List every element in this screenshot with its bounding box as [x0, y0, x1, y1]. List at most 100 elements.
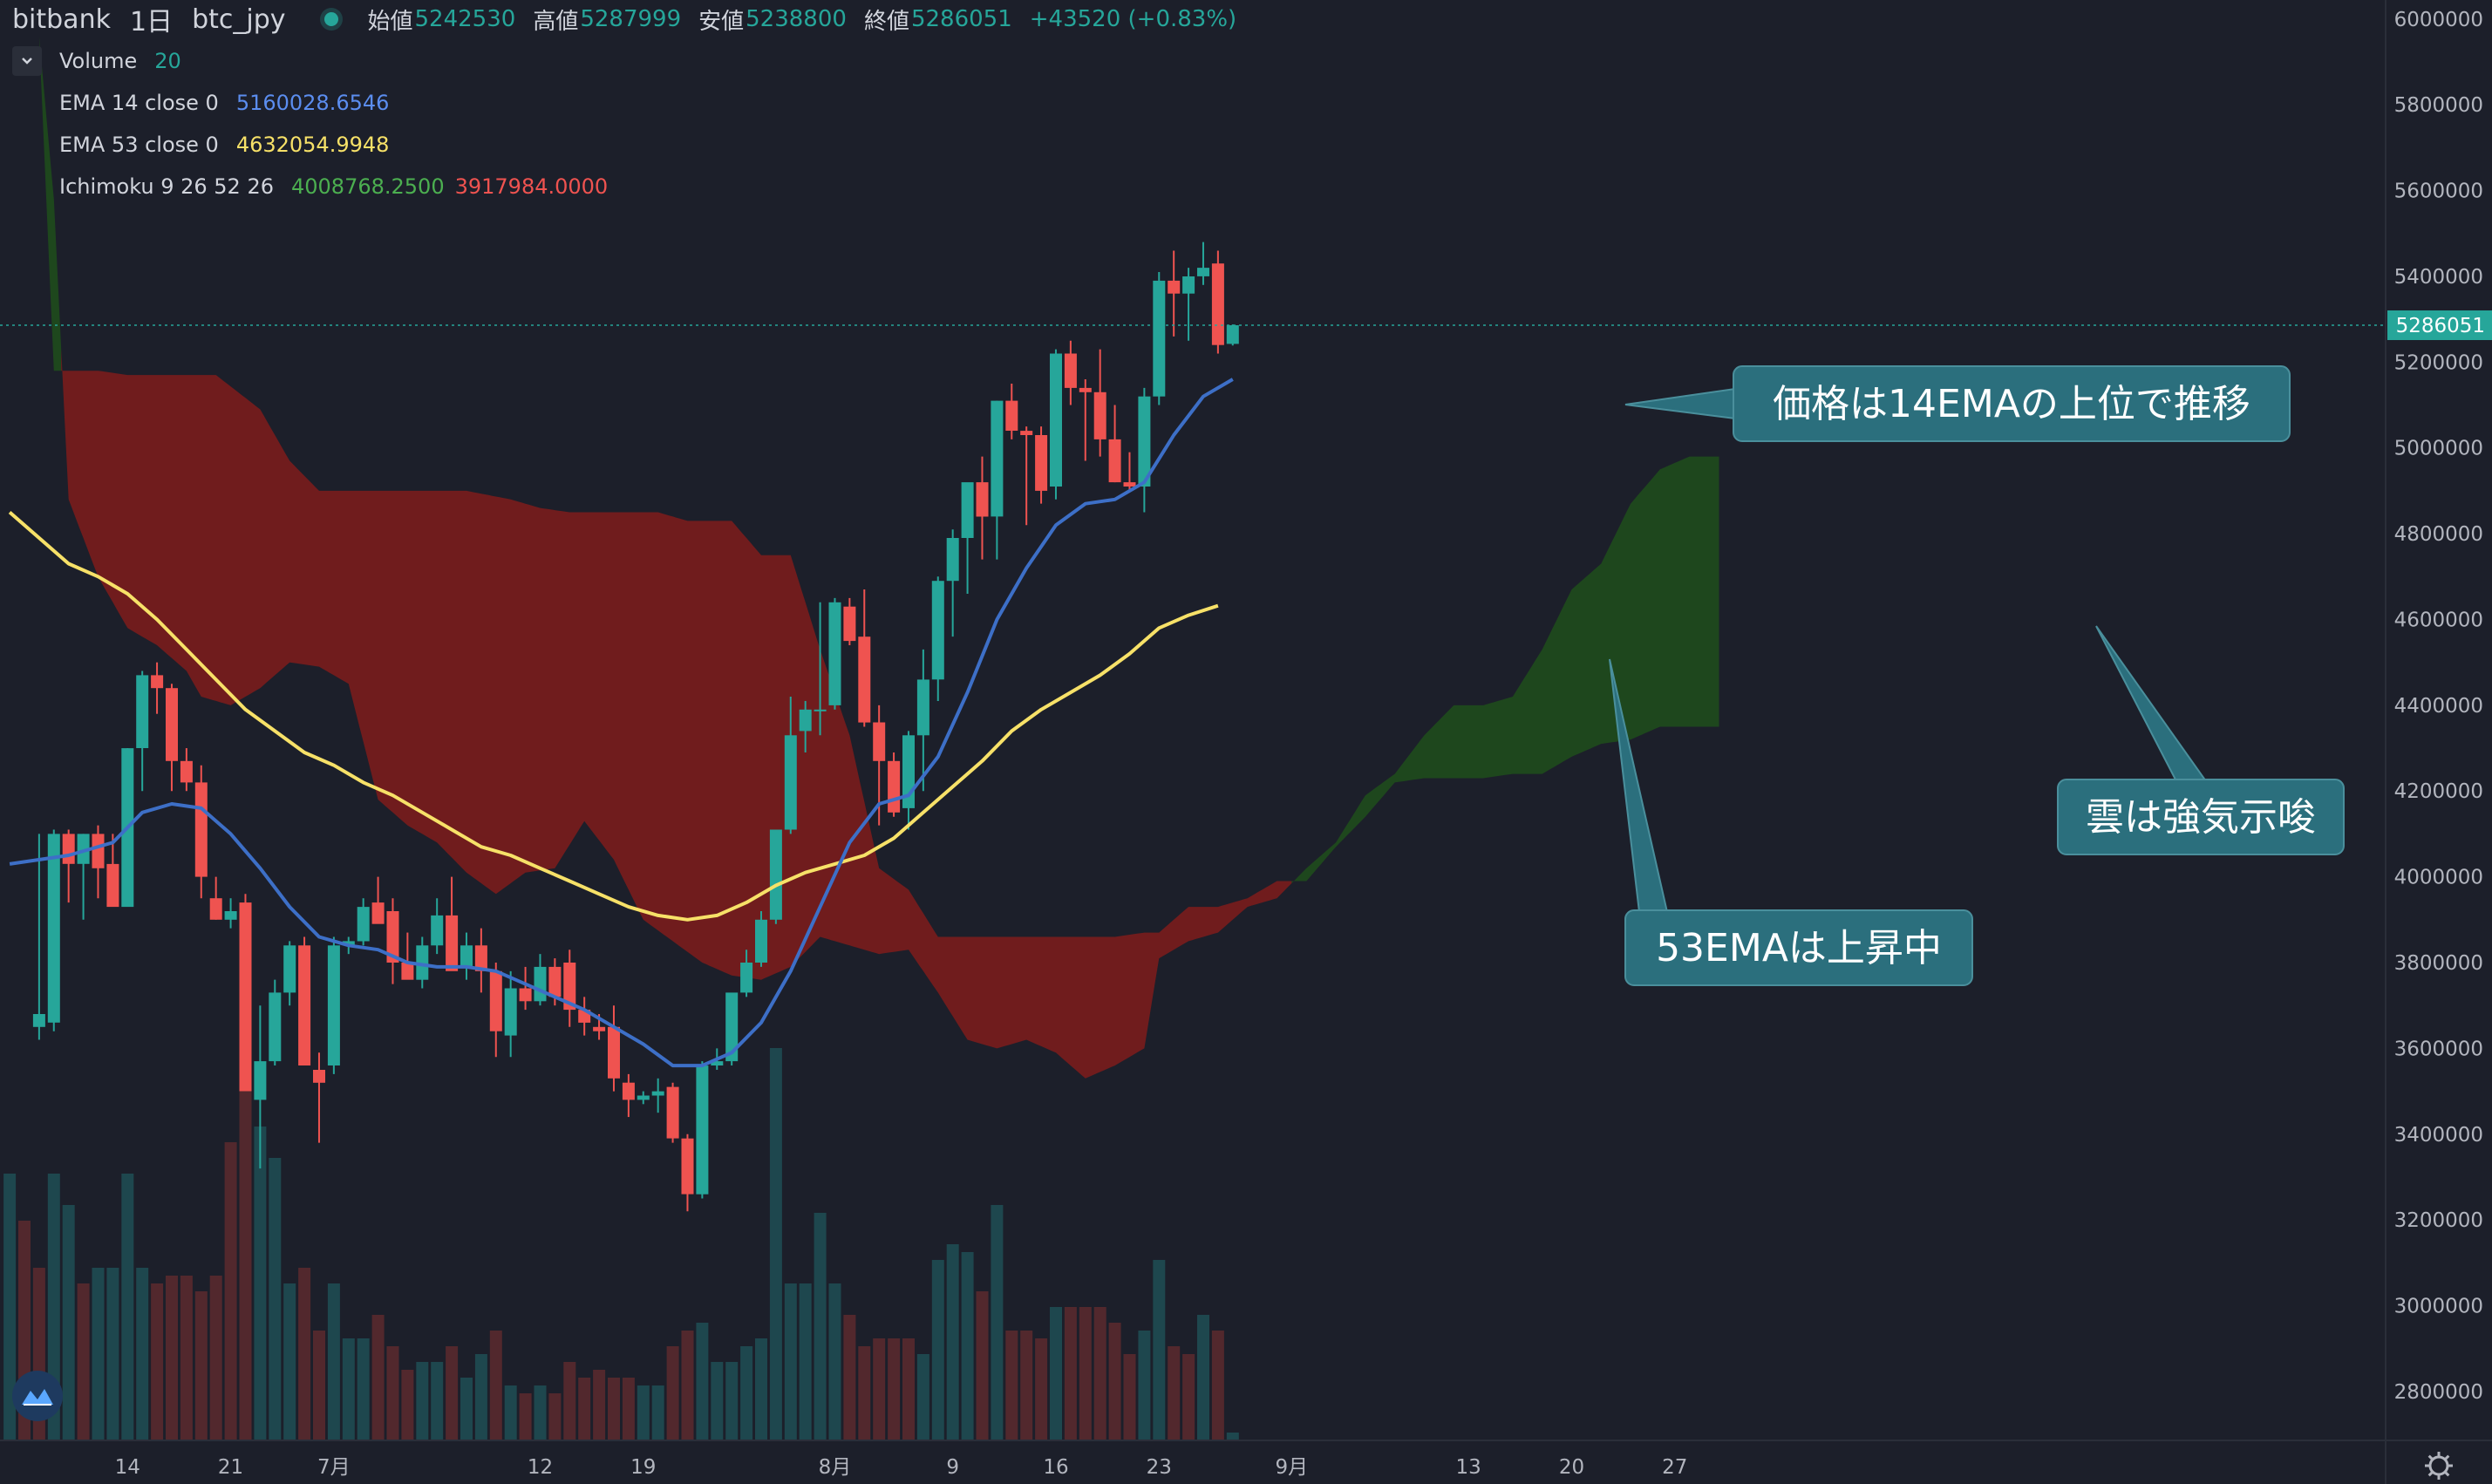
candle-body — [991, 400, 1004, 517]
volume-bar — [725, 1362, 739, 1440]
x-axis[interactable]: 14 21 7月 12 19 8月 9 16 23 9月 13 20 27 — [0, 1440, 2492, 1480]
y-tick-label: 3400000 — [2394, 1124, 2483, 1147]
candle-body — [814, 709, 827, 711]
ema53-value: 4632054.9948 — [235, 133, 390, 157]
collapse-toggle-icon[interactable] — [12, 46, 42, 76]
volume-bar — [755, 1338, 767, 1440]
candle-up — [269, 979, 282, 1066]
volume-bar — [1153, 1260, 1166, 1440]
gear-tooth — [2427, 1471, 2434, 1477]
callout-pointer — [2095, 625, 2208, 782]
candle-down — [446, 876, 459, 971]
candle-body — [1123, 482, 1136, 487]
open-label: 始値 — [367, 8, 413, 35]
candle-body — [563, 963, 576, 1011]
volume-bar — [180, 1276, 193, 1440]
candle-down — [1020, 426, 1033, 526]
volume-bar — [254, 1127, 267, 1440]
volume-bar — [1064, 1307, 1077, 1440]
volume-bar — [1197, 1315, 1209, 1440]
legend-volume[interactable]: Volume 20 — [12, 46, 181, 76]
candle-body — [32, 1014, 45, 1027]
volume-bar — [1079, 1307, 1092, 1440]
candle-body — [298, 945, 311, 1065]
x-tick-label: 14 — [115, 1456, 140, 1479]
candle-body — [873, 722, 886, 761]
ema14-value: 5160028.6546 — [235, 91, 390, 115]
y-tick-label: 6000000 — [2394, 9, 2483, 31]
legend-ichimoku[interactable]: Ichimoku 9 26 52 26 4008768.2500 3917984… — [59, 172, 608, 201]
candle-body — [1093, 391, 1106, 439]
y-tick-label: 3200000 — [2394, 1209, 2483, 1232]
candle-body — [92, 834, 105, 868]
candle-body — [239, 902, 252, 1092]
x-tick-label: 12 — [528, 1456, 553, 1479]
volume-bar — [961, 1252, 974, 1440]
high-value: 5287999 — [580, 6, 682, 32]
gear-ring — [2428, 1455, 2449, 1476]
candle-up — [637, 1091, 650, 1105]
candle-up — [1153, 272, 1166, 405]
volume-bar — [313, 1331, 325, 1440]
candle-down — [209, 876, 222, 920]
exchange-name[interactable]: bitbank — [12, 3, 111, 35]
gear-tooth — [2444, 1454, 2450, 1460]
candle-down — [666, 1082, 679, 1143]
volume-bar — [416, 1362, 429, 1440]
symbol-header: bitbank 1日 btc_jpy 始値 5242530 高値 5287999… — [12, 3, 1254, 38]
candle-body — [548, 966, 562, 997]
ema14-line — [9, 378, 1234, 1068]
candle-body — [858, 636, 871, 723]
tradingview-logo-icon[interactable] — [12, 1371, 63, 1421]
candle-up — [725, 992, 739, 1066]
candle-up — [136, 671, 149, 792]
candle-down — [1079, 379, 1092, 461]
ema-lines — [8, 378, 1234, 1068]
candle-body — [180, 760, 193, 783]
candle-body — [843, 606, 856, 642]
annotation-callouts[interactable]: 価格は14EMAの上位で推移 53EMAは上昇中 雲は強気示唆 — [1609, 365, 2345, 986]
candle-up — [961, 482, 974, 594]
volume-bar — [814, 1213, 827, 1440]
candle-body — [269, 992, 282, 1062]
market-status-icon — [323, 12, 338, 26]
volume-bar — [166, 1276, 178, 1440]
candle-down — [151, 662, 164, 714]
callout-cloud[interactable]: 雲は強気示唆 — [2057, 625, 2345, 855]
candle-down — [888, 752, 901, 817]
gear-tooth — [2427, 1454, 2434, 1460]
callout-14ema[interactable]: 価格は14EMAの上位で推移 — [1624, 365, 2291, 442]
volume-bar — [1005, 1331, 1018, 1440]
candle-up — [902, 731, 915, 830]
volume-bar — [666, 1346, 679, 1440]
volume-bar — [843, 1315, 856, 1440]
y-tick-label: 4400000 — [2394, 695, 2483, 718]
interval-label[interactable]: 1日 — [129, 7, 174, 37]
candle-down — [1005, 383, 1018, 439]
settings-gear-icon[interactable] — [2425, 1452, 2453, 1480]
candle-down — [1211, 250, 1224, 354]
volume-bar — [239, 1032, 252, 1440]
volume-bar — [151, 1283, 164, 1440]
y-axis[interactable]: 2800000 3000000 3200000 3400000 3600000 38000… — [2385, 0, 2492, 1484]
symbol-name[interactable]: btc_jpy — [192, 3, 286, 35]
candle-body — [47, 834, 60, 1023]
volume-bar — [637, 1385, 650, 1440]
candle-down — [1035, 426, 1048, 504]
candle-up — [784, 697, 797, 834]
legend-ema53[interactable]: EMA 53 close 0 4632054.9948 — [59, 130, 389, 160]
candle-body — [1168, 280, 1181, 294]
volume-bar — [740, 1346, 753, 1440]
callout-53ema[interactable]: 53EMAは上昇中 — [1609, 658, 1973, 986]
candle-body — [1064, 353, 1077, 388]
legend-ema14[interactable]: EMA 14 close 0 5160028.6546 — [59, 88, 389, 118]
candle-up — [460, 932, 473, 980]
candle-down — [1123, 452, 1136, 491]
volume-bar — [504, 1385, 517, 1440]
candle-body — [474, 945, 487, 971]
candle-up — [696, 1061, 709, 1199]
candle-down — [622, 1073, 635, 1118]
volume-bar — [858, 1346, 871, 1440]
y-tick-label: 4600000 — [2394, 609, 2483, 631]
